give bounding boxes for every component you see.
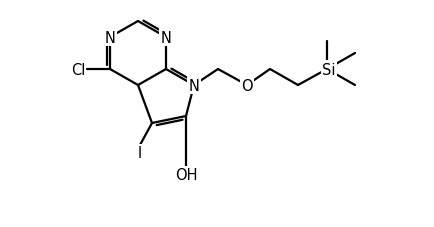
Text: Si: Si	[322, 62, 335, 77]
Text: O: O	[240, 78, 252, 93]
Text: I: I	[138, 146, 142, 161]
Text: N: N	[104, 30, 115, 45]
Text: OH: OH	[174, 168, 197, 183]
Text: N: N	[160, 30, 171, 45]
Text: N: N	[188, 78, 199, 93]
Text: Cl: Cl	[71, 62, 85, 77]
